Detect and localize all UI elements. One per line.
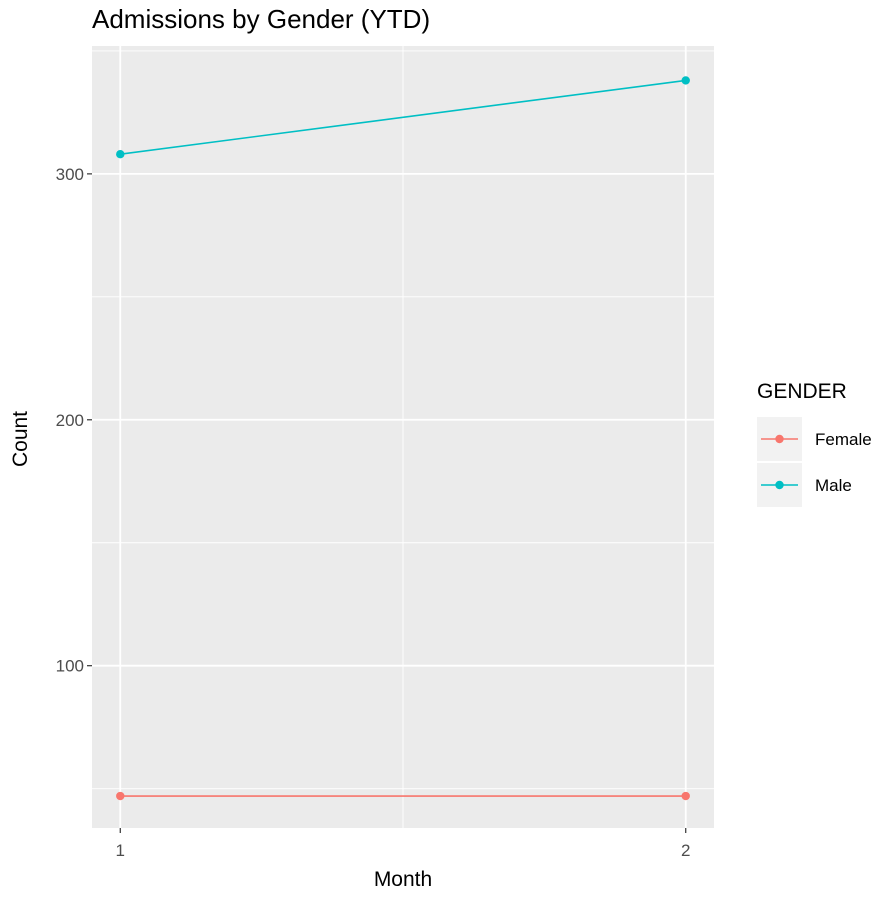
x-tick-label: 1 [116,841,125,860]
legend-label-male: Male [815,476,852,495]
y-tick-label: 100 [56,657,84,676]
y-axis-title: Count [9,411,32,467]
legend-key-point-female [775,434,784,444]
data-point-male [681,76,690,85]
y-tick-label: 300 [56,165,84,184]
legend-label-female: Female [815,430,872,449]
x-axis-title: Month [374,868,432,891]
series-line-male [120,79,686,155]
axis-ticks: 100 200 300 1 2 [56,165,691,860]
data-point-male [116,150,125,159]
legend-title: GENDER [757,380,847,403]
legend: GENDER Female Male [757,380,872,507]
data-point-female [681,791,690,801]
chart-title: Admissions by Gender (YTD) [92,4,430,34]
x-tick-label: 2 [681,841,690,860]
minor-gridlines [92,46,714,828]
y-tick-label: 200 [56,411,84,430]
data-point-female [116,791,125,801]
series-layer [116,76,690,801]
legend-key-point-male [775,480,784,490]
major-gridlines [92,46,714,828]
